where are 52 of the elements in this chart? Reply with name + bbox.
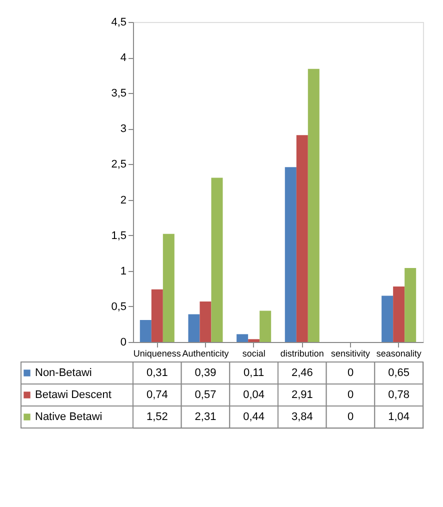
data-label: 0 xyxy=(347,411,354,423)
data-label: 0,11 xyxy=(244,367,264,379)
data-label: 2,91 xyxy=(291,389,313,401)
x-tick-label: Authenticity xyxy=(182,348,230,358)
data-label: 1,04 xyxy=(388,411,410,423)
bar xyxy=(284,167,296,342)
data-label: 0,44 xyxy=(243,411,265,423)
bar xyxy=(211,178,223,342)
y-tick-label: 4,5 xyxy=(111,16,126,28)
data-label: 0,74 xyxy=(146,389,168,401)
y-tick-label: 2,5 xyxy=(111,158,126,171)
bar xyxy=(382,296,394,342)
legend-label: Native Betawi xyxy=(35,411,102,423)
y-tick-label: 0 xyxy=(120,336,126,348)
legend-label: Non-Betawi xyxy=(35,367,92,379)
bar xyxy=(248,339,260,342)
y-tick-label: 3 xyxy=(120,123,126,136)
data-label: 2,31 xyxy=(194,411,216,423)
bar xyxy=(140,320,152,342)
data-label: 0,57 xyxy=(194,389,216,401)
y-tick-label: 1,5 xyxy=(111,230,126,242)
legend-label: Betawi Descent xyxy=(35,389,112,401)
data-label: 3,84 xyxy=(291,411,313,423)
data-label: 0,39 xyxy=(194,367,216,379)
y-tick-label: 2 xyxy=(120,194,126,206)
bar xyxy=(188,314,200,342)
bar xyxy=(200,301,212,342)
bar xyxy=(308,68,320,342)
data-label: 1,52 xyxy=(146,411,168,423)
y-tick-label: 3,5 xyxy=(111,88,126,100)
y-tick-label: 1 xyxy=(120,265,126,278)
bar xyxy=(151,289,163,342)
bar xyxy=(296,135,308,342)
y-tick-label: 4 xyxy=(120,52,126,64)
data-label: 0 xyxy=(347,389,354,401)
data-label: 0,04 xyxy=(243,389,265,401)
x-tick-label: distribution xyxy=(280,348,324,358)
x-tick-label: sensitivity xyxy=(330,348,370,358)
bar xyxy=(162,234,174,342)
y-tick-label: 0,5 xyxy=(111,300,126,313)
data-label: 0,31 xyxy=(146,367,168,379)
x-tick-label: seasonality xyxy=(376,348,422,358)
data-label: 0,78 xyxy=(388,389,410,401)
x-tick-label: Uniqueness xyxy=(133,348,182,358)
bar xyxy=(393,286,405,342)
data-label: 2,46 xyxy=(291,367,313,379)
bar xyxy=(236,334,248,342)
bar xyxy=(404,268,416,342)
bar xyxy=(260,310,272,342)
x-tick-label: social xyxy=(242,348,266,358)
data-label: 0,65 xyxy=(388,367,410,379)
data-label: 0 xyxy=(347,367,354,379)
